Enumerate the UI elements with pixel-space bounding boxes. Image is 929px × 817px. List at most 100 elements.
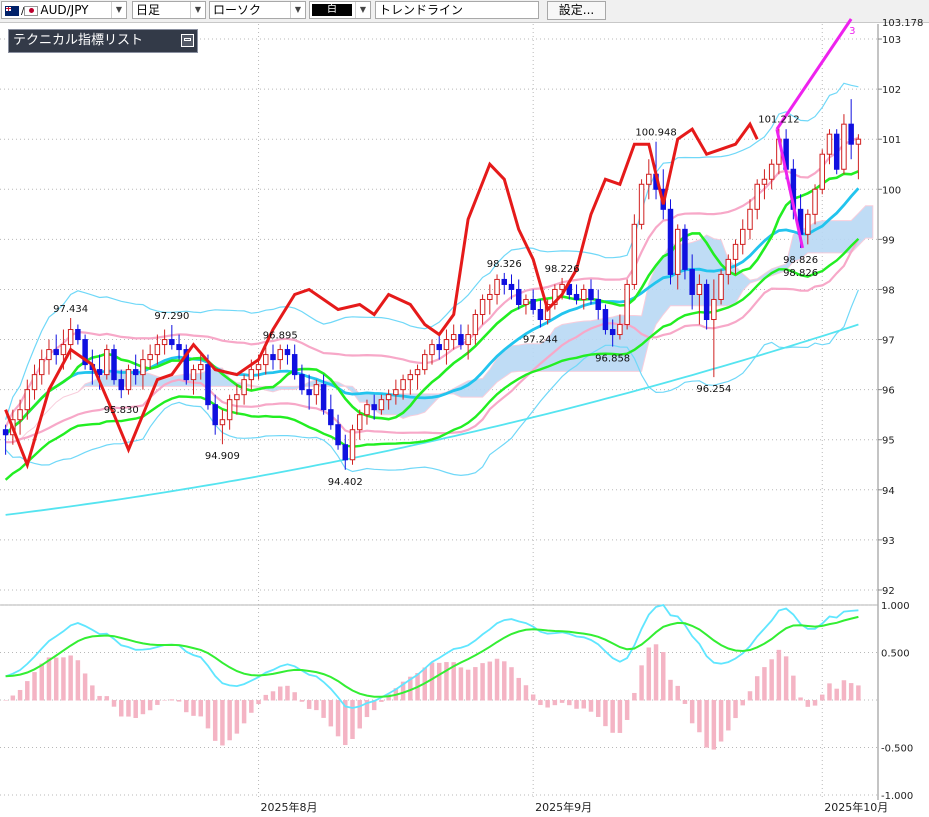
current-price-label: 103.178 <box>882 18 923 29</box>
macd-histogram-bar <box>653 644 659 701</box>
macd-histogram-bar <box>328 700 334 727</box>
chevron-down-icon[interactable]: ▼ <box>290 2 305 18</box>
macd-histogram-bar <box>776 649 782 701</box>
macd-histogram-bar <box>408 676 413 701</box>
candle-body <box>349 429 356 461</box>
x-axis: 2025年8月2025年9月2025年10月2025年11月 <box>261 800 889 814</box>
candle-body <box>479 298 486 316</box>
price-annotation: 96.895 <box>263 331 298 342</box>
candle-body <box>407 374 414 381</box>
macd-histogram-bar <box>277 686 283 701</box>
indicator-list-panel[interactable]: テクニカル指標リスト <box>8 29 198 53</box>
macd-histogram-bar <box>169 699 175 701</box>
candle-body <box>682 228 688 270</box>
candle-body <box>263 354 269 366</box>
price-annotation: 97.244 <box>523 335 558 346</box>
candle-body <box>422 354 428 371</box>
candle-body <box>393 389 399 396</box>
candle-body <box>161 339 168 346</box>
macd-histogram-bar <box>17 689 23 701</box>
x-tick-label: 2025年9月 <box>535 800 592 814</box>
chevron-down-icon[interactable]: ▼ <box>355 2 370 18</box>
candle-body <box>400 379 406 391</box>
collapse-icon[interactable] <box>181 34 194 47</box>
candle-body <box>508 283 515 290</box>
macd-histogram-bar <box>603 700 608 727</box>
price-annotation: 98.826 <box>783 268 818 279</box>
candle-body <box>39 359 45 376</box>
macd-histogram-bar <box>747 691 753 701</box>
macd-histogram-bar <box>740 700 745 706</box>
macd-histogram-bar <box>220 700 225 746</box>
candles <box>2 99 862 470</box>
candle-body <box>371 404 377 411</box>
candle-body <box>277 349 283 361</box>
macd-histogram-bar <box>61 657 66 701</box>
macd-histogram-bar <box>494 658 500 701</box>
settings-button[interactable]: 設定... <box>547 1 606 20</box>
candle-body <box>674 228 681 275</box>
candle-body <box>747 208 753 230</box>
candle-body <box>523 298 529 305</box>
macd-level-label: 1.000 <box>881 601 910 612</box>
drawing-tool-label: トレンドライン <box>379 3 464 17</box>
candle-body <box>465 334 471 346</box>
chart-style-select[interactable]: ローソク ▼ <box>209 1 306 19</box>
indicator-lines <box>4 82 874 516</box>
macd-histogram-bar <box>90 685 95 701</box>
toolbar: / AUD/JPY ▼ 日足 ▼ ローソク ▼ 白 ▼ トレンドライン 設定... <box>0 0 929 23</box>
candle-body <box>487 293 493 300</box>
price-annotation: 98.326 <box>487 259 522 270</box>
candle-body <box>833 133 840 170</box>
macd-histogram-bar <box>791 675 796 701</box>
price-annotation: 94.909 <box>205 451 240 462</box>
chevron-down-icon[interactable]: ▼ <box>111 2 126 18</box>
macd-histogram-bar <box>458 667 464 701</box>
macd-histogram-bar <box>588 700 594 712</box>
drawing-tool-select[interactable]: トレンドライン <box>375 1 539 19</box>
candle-body <box>631 223 638 285</box>
candle-body <box>812 188 818 215</box>
macd-histogram-bar <box>97 695 102 701</box>
macd-histogram-bar <box>762 667 767 701</box>
macd-histogram-bar <box>444 662 449 701</box>
macd-histogram-bar <box>46 657 52 701</box>
candle-body <box>212 404 218 426</box>
symbol-select[interactable]: / AUD/JPY ▼ <box>1 1 127 19</box>
candle-body <box>335 424 341 446</box>
y-tick-label: 92 <box>882 586 895 597</box>
price-annotation: 97.290 <box>154 311 189 322</box>
candle-body <box>183 349 190 381</box>
macd-histogram-bar <box>711 700 717 750</box>
candle-body <box>270 354 276 361</box>
macd-histogram-bar <box>473 667 478 701</box>
macd-histogram-bar <box>53 657 59 701</box>
color-swatch: 白 <box>312 4 352 16</box>
macd-histogram-bar <box>364 700 370 718</box>
color-select[interactable]: 白 ▼ <box>309 1 371 19</box>
timeframe-select[interactable]: 日足 ▼ <box>132 1 206 19</box>
candle-body <box>515 288 522 305</box>
macd-histogram-bar <box>661 652 666 701</box>
macd-histogram-bar <box>32 672 37 701</box>
price-annotation: 96.858 <box>595 354 630 365</box>
macd-histogram-bar <box>689 700 695 724</box>
candle-body <box>573 293 580 300</box>
chart-style-label: ローソク <box>213 3 262 17</box>
macd-histogram-bar <box>314 700 319 711</box>
candle-body <box>602 308 609 331</box>
chevron-down-icon[interactable]: ▼ <box>190 2 205 18</box>
macd-histogram-bar <box>798 697 803 701</box>
macd-histogram-bar <box>299 700 305 702</box>
candle-body <box>429 344 435 356</box>
macd-histogram-bar <box>191 700 196 716</box>
macd-histogram-bar <box>545 700 550 708</box>
macd-histogram-bar <box>306 700 312 709</box>
macd-level-label: -0.500 <box>881 744 913 755</box>
macd-histogram-bar <box>617 700 623 733</box>
candle-body <box>472 314 479 336</box>
macd-histogram-bar <box>841 680 847 701</box>
x-tick-label: 2025年10月 <box>824 800 888 814</box>
candle-body <box>848 123 854 145</box>
